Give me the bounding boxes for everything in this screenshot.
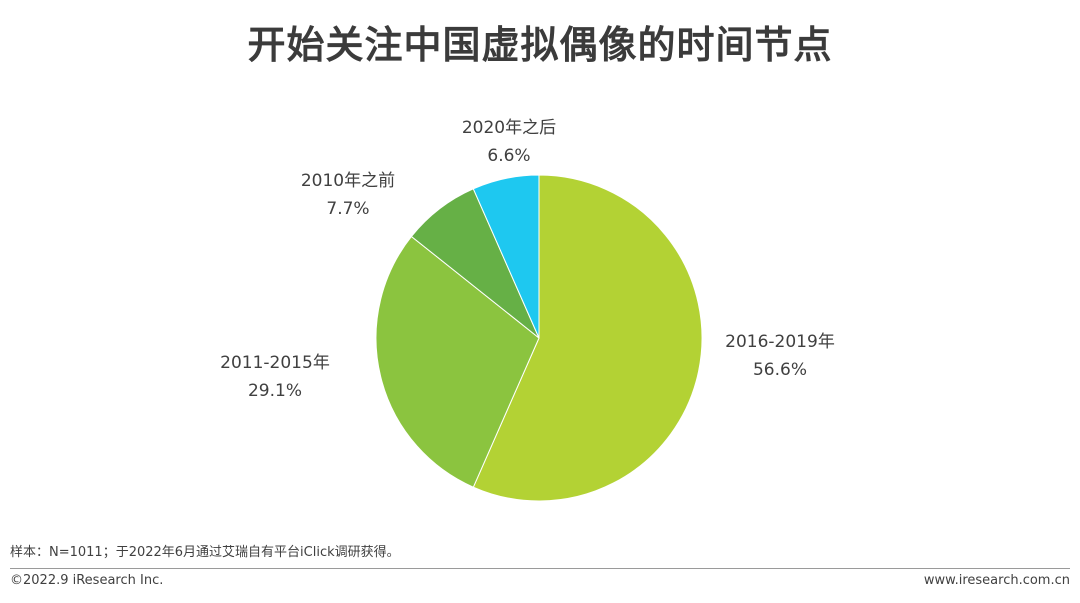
slice-value-label: 29.1%: [248, 381, 302, 401]
slice-category-label: 2010年之前: [301, 171, 395, 191]
website-link[interactable]: www.iresearch.com.cn: [923, 573, 1070, 588]
pie-slice: [472, 174, 540, 339]
sample-note: 样本：N=1011；于2022年6月通过艾瑞自有平台iClick调研获得。: [10, 545, 400, 560]
slice-category-label: 2011-2015年: [220, 353, 330, 373]
slice-category-label: 2016-2019年: [725, 332, 835, 352]
slice-value-label: 7.7%: [326, 199, 369, 219]
slice-value-label: 56.6%: [753, 360, 807, 380]
slice-value-label: 6.6%: [487, 146, 530, 166]
copyright-text: ©2022.9 iResearch Inc.: [10, 573, 164, 588]
footer-divider: [10, 568, 1070, 569]
chart-title: 开始关注中国虚拟偶像的时间节点: [247, 23, 833, 67]
pie-slice: [375, 235, 540, 488]
slice-category-label: 2020年之后: [462, 118, 556, 138]
pie-slice: [472, 174, 703, 502]
